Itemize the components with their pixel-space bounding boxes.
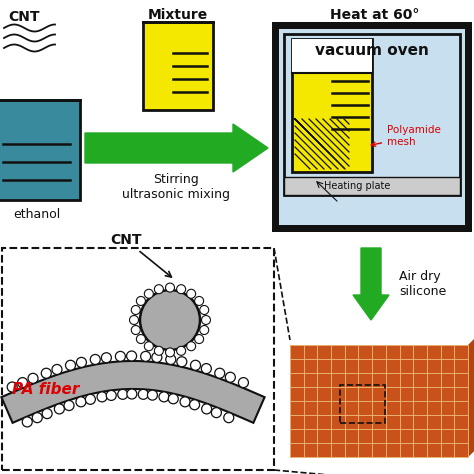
Circle shape: [52, 365, 62, 374]
Circle shape: [224, 413, 234, 423]
Circle shape: [18, 378, 27, 388]
Text: Heat at 60°: Heat at 60°: [330, 8, 419, 22]
Polygon shape: [468, 327, 474, 457]
Bar: [292, 39, 372, 172]
Circle shape: [145, 289, 154, 298]
Circle shape: [65, 360, 75, 370]
Bar: [272, 22, 472, 232]
Circle shape: [137, 296, 146, 305]
Circle shape: [165, 283, 174, 292]
Text: Mixture: Mixture: [148, 8, 208, 22]
Circle shape: [64, 401, 74, 410]
Bar: [0, 100, 80, 200]
Circle shape: [127, 389, 137, 399]
Circle shape: [166, 355, 176, 365]
Circle shape: [131, 305, 140, 314]
Bar: [284, 177, 460, 195]
Circle shape: [147, 390, 157, 400]
Circle shape: [177, 357, 187, 367]
Circle shape: [200, 326, 209, 335]
Circle shape: [141, 351, 151, 361]
FancyArrow shape: [85, 124, 268, 172]
Circle shape: [32, 413, 42, 423]
Circle shape: [177, 346, 186, 356]
Circle shape: [187, 342, 196, 351]
Circle shape: [55, 404, 64, 414]
Circle shape: [129, 316, 138, 325]
Polygon shape: [1, 361, 264, 423]
Circle shape: [101, 353, 111, 363]
FancyArrow shape: [353, 248, 389, 320]
Text: vacuum oven: vacuum oven: [315, 43, 429, 58]
Text: Heating plate: Heating plate: [324, 181, 390, 191]
Circle shape: [7, 382, 17, 392]
Circle shape: [201, 404, 211, 414]
Bar: [284, 34, 460, 195]
Circle shape: [190, 400, 200, 410]
Circle shape: [76, 357, 86, 367]
Text: Air dry
silicone: Air dry silicone: [399, 270, 446, 298]
Circle shape: [215, 368, 225, 378]
Circle shape: [145, 342, 154, 351]
Circle shape: [131, 326, 140, 335]
Text: ethanol: ethanol: [13, 208, 61, 221]
Circle shape: [187, 289, 196, 298]
Circle shape: [138, 389, 148, 399]
Circle shape: [137, 335, 146, 344]
Circle shape: [191, 360, 201, 370]
Circle shape: [42, 409, 52, 419]
Circle shape: [200, 305, 209, 314]
Circle shape: [180, 397, 190, 407]
Circle shape: [238, 378, 248, 388]
Circle shape: [22, 417, 32, 427]
Circle shape: [76, 397, 86, 407]
Circle shape: [177, 285, 186, 294]
Bar: [292, 39, 372, 73]
Circle shape: [28, 374, 38, 383]
Circle shape: [168, 394, 178, 404]
Bar: [340, 385, 385, 423]
Polygon shape: [290, 345, 468, 457]
Circle shape: [201, 316, 210, 325]
Circle shape: [195, 296, 204, 305]
Circle shape: [118, 389, 128, 399]
Circle shape: [201, 364, 211, 374]
Bar: [2, 248, 274, 470]
Circle shape: [195, 335, 204, 344]
Circle shape: [225, 372, 235, 382]
Circle shape: [155, 285, 164, 294]
Circle shape: [152, 352, 162, 363]
Text: Polyamide
mesh: Polyamide mesh: [371, 125, 441, 147]
Circle shape: [155, 346, 164, 356]
Text: Stirring
ultrasonic mixing: Stirring ultrasonic mixing: [122, 173, 230, 201]
Circle shape: [140, 290, 200, 350]
Circle shape: [41, 368, 51, 378]
Bar: [279, 29, 465, 225]
Text: CNT: CNT: [8, 10, 39, 24]
Circle shape: [115, 351, 125, 361]
Circle shape: [211, 408, 221, 418]
Text: CNT: CNT: [110, 233, 172, 277]
Circle shape: [159, 392, 169, 402]
Circle shape: [85, 394, 95, 404]
Polygon shape: [290, 439, 474, 457]
Circle shape: [106, 391, 116, 401]
Text: PA fiber: PA fiber: [12, 383, 79, 398]
Bar: [143, 22, 213, 110]
Circle shape: [165, 348, 174, 357]
Circle shape: [127, 351, 137, 361]
Circle shape: [97, 392, 107, 402]
Circle shape: [90, 355, 100, 365]
